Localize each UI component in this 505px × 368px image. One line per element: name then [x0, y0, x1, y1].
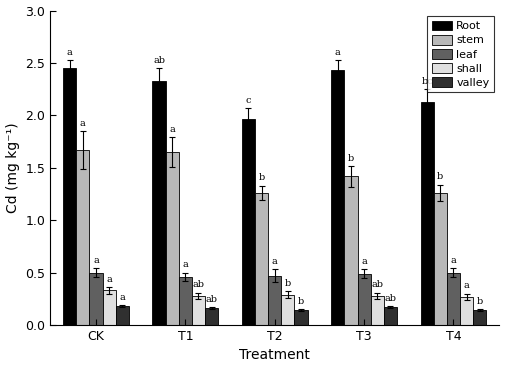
Bar	[255, 193, 268, 325]
Legend: Root, stem, leaf, shall, valley: Root, stem, leaf, shall, valley	[427, 16, 494, 92]
Bar	[242, 118, 255, 325]
Text: bc: bc	[421, 77, 433, 86]
Bar	[281, 295, 294, 325]
Text: a: a	[169, 125, 175, 134]
Text: b: b	[437, 173, 443, 181]
Bar	[166, 152, 179, 325]
Text: b: b	[285, 279, 291, 289]
Bar	[473, 310, 486, 325]
Text: a: a	[464, 282, 470, 290]
Bar	[460, 297, 473, 325]
Bar	[153, 81, 166, 325]
Text: a: a	[119, 293, 125, 302]
Text: ab: ab	[206, 295, 218, 304]
Bar	[421, 102, 434, 325]
Bar	[205, 308, 218, 325]
Text: a: a	[335, 48, 341, 57]
Bar	[447, 273, 460, 325]
Bar	[116, 306, 129, 325]
Bar	[358, 274, 371, 325]
Text: a: a	[361, 257, 367, 266]
Text: ab: ab	[371, 280, 383, 289]
Text: a: a	[182, 261, 188, 269]
Text: ab: ab	[384, 294, 396, 303]
Text: a: a	[272, 257, 278, 266]
Bar	[76, 150, 89, 325]
Bar	[192, 296, 205, 325]
Bar	[268, 276, 281, 325]
Text: b: b	[298, 297, 304, 306]
Text: ab: ab	[192, 280, 205, 289]
Text: a: a	[106, 275, 112, 284]
Bar	[371, 296, 384, 325]
Text: c: c	[245, 96, 251, 105]
Bar	[434, 193, 447, 325]
Text: a: a	[67, 48, 73, 57]
Bar	[63, 68, 76, 325]
Bar	[179, 277, 192, 325]
Bar	[384, 307, 397, 325]
Text: a: a	[93, 256, 99, 265]
Text: ab: ab	[153, 56, 165, 65]
Bar	[331, 70, 344, 325]
Bar	[294, 310, 308, 325]
Text: b: b	[477, 297, 483, 306]
Text: b: b	[259, 173, 265, 183]
Text: b: b	[348, 153, 354, 163]
Bar	[103, 290, 116, 325]
Bar	[344, 176, 358, 325]
X-axis label: Treatment: Treatment	[239, 348, 310, 362]
Bar	[89, 273, 103, 325]
Text: a: a	[80, 119, 86, 128]
Text: a: a	[450, 256, 457, 265]
Y-axis label: Cd (mg kg⁻¹): Cd (mg kg⁻¹)	[6, 123, 20, 213]
